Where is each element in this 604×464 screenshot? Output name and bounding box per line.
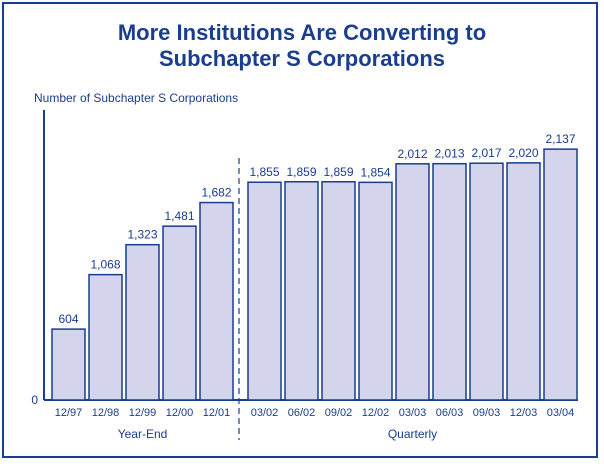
- x-tick-label: 12/97: [55, 407, 83, 419]
- bar-06-03: [432, 162, 467, 401]
- bar-value-label: 1,859: [286, 165, 316, 179]
- bar-03-02: [247, 181, 282, 401]
- x-tick-label: 12/02: [362, 407, 390, 419]
- bar-09-03: [469, 162, 504, 401]
- bar-value-label: 1,682: [201, 186, 231, 200]
- bar-value-label: 2,020: [508, 146, 538, 160]
- x-tick-label: 09/03: [473, 407, 501, 419]
- x-tick-label: 03/02: [251, 407, 279, 419]
- bar-value-label: 2,013: [434, 147, 464, 161]
- bar-value-label: 2,017: [471, 146, 501, 160]
- bar-value-label: 604: [58, 312, 78, 326]
- bar-09-02: [321, 181, 356, 401]
- bar-03-04: [543, 148, 578, 401]
- x-tick-label: 06/03: [436, 407, 464, 419]
- bar-03-03: [395, 163, 430, 401]
- y-axis-label: Number of Subchapter S Corporations: [34, 91, 239, 105]
- x-tick-label: 12/01: [203, 407, 231, 419]
- bar-12-00: [162, 225, 197, 401]
- bar-value-label: 2,012: [397, 147, 427, 161]
- bar-12-98: [88, 273, 123, 401]
- x-tick-label: 09/02: [325, 407, 353, 419]
- x-tick-label: 12/99: [129, 407, 157, 419]
- bar-12-99: [125, 243, 160, 401]
- bar-value-label: 1,855: [249, 165, 279, 179]
- bar-06-02: [284, 181, 319, 401]
- x-tick-label: 03/04: [547, 407, 575, 419]
- bar-value-label: 2,137: [545, 132, 575, 146]
- y-tick-label-0: 0: [31, 393, 38, 407]
- x-tick-label: 12/98: [92, 407, 120, 419]
- chart-title-line-1: More Institutions Are Converting to: [117, 20, 487, 45]
- group-label-1: Quarterly: [388, 427, 437, 441]
- bar-12-02: [358, 181, 393, 401]
- chart-title-line-2: Subchapter S Corporations: [158, 46, 446, 71]
- bar-value-label: 1,854: [360, 165, 390, 179]
- bar-value-label: 1,859: [323, 165, 353, 179]
- bar-12-01: [199, 201, 234, 401]
- bar-value-label: 1,068: [90, 258, 120, 272]
- bar-value-label: 1,323: [127, 228, 157, 242]
- bar-12-03: [506, 162, 541, 401]
- x-tick-label: 12/00: [166, 407, 194, 419]
- bar-value-label: 1,481: [164, 209, 194, 223]
- bar-12-97: [51, 328, 86, 401]
- group-label-0: Year-End: [118, 427, 168, 441]
- x-tick-label: 12/03: [510, 407, 538, 419]
- x-tick-label: 03/03: [399, 407, 427, 419]
- x-tick-label: 06/02: [288, 407, 316, 419]
